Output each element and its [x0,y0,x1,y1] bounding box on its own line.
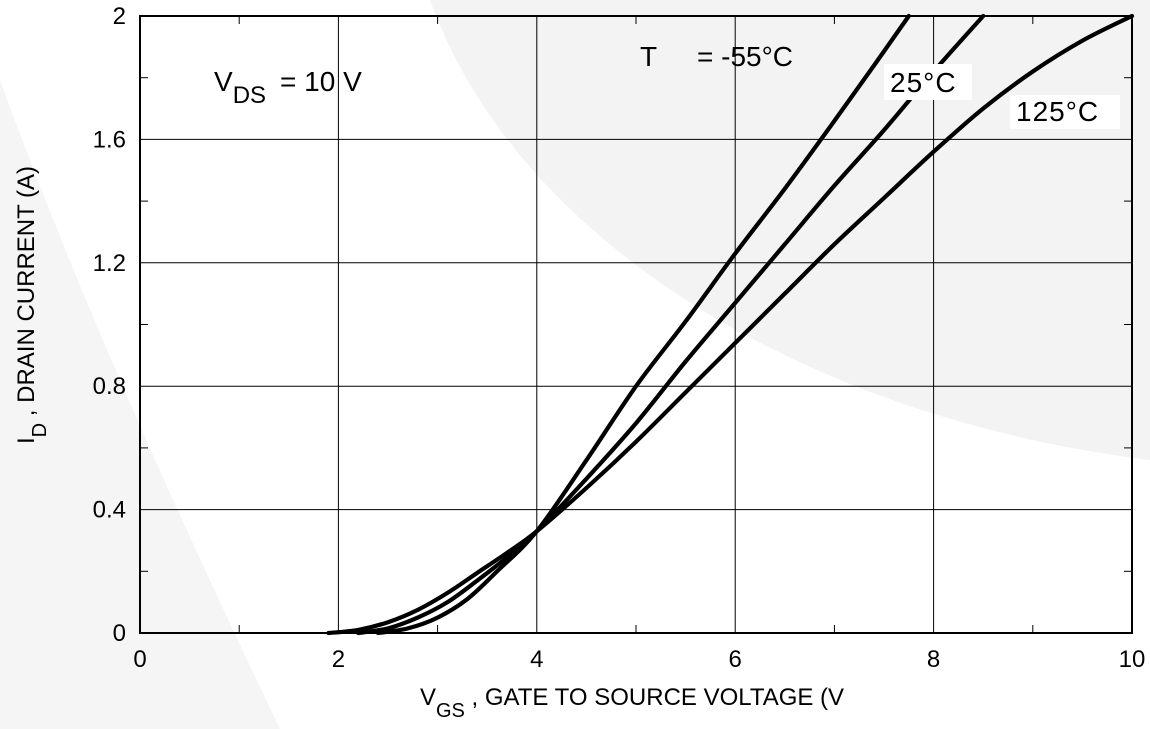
label-25c-background [884,64,972,100]
plot-frame [139,15,1133,634]
temperature-prefix: T [640,41,657,72]
curves [326,13,1135,636]
y-tick-label: 0.4 [93,497,126,524]
temperature-value: = -55°C [697,41,793,72]
vds-sub: DS [233,82,266,109]
x-tick-labels: 0 2 4 6 8 10 [133,646,1145,673]
x-tick-label: 8 [927,646,940,673]
y-tick-label: 1.2 [93,250,126,277]
vds-main: V [214,66,233,97]
vds-annotation: VDS = 10 V [214,66,362,109]
x-tick-label: 4 [530,646,543,673]
y-tick-label: 0.8 [93,373,126,400]
series-line-55c [375,13,911,636]
x-axis-title: VGS , GATE TO SOURCE VOLTAGE (V [420,684,844,722]
y-tick-label: 1.6 [93,126,126,153]
x-tick-label: 6 [729,646,742,673]
series-line-25c [356,13,986,636]
vds-rest: = 10 V [280,66,362,97]
label-125c-background [1010,95,1120,129]
x-axis-title-rest: , GATE TO SOURCE VOLTAGE (V [465,684,844,711]
x-tick-label: 0 [133,646,146,673]
curve-label-25c: 25°C [890,67,957,98]
y-axis-title-sub: D [29,423,51,437]
x-axis-title-main: V [420,684,436,711]
x-tick-label: 2 [332,646,345,673]
series-line-125c [326,13,1135,636]
y-tick-labels: 0 0.4 0.8 1.2 1.6 2 [93,3,126,647]
x-axis-title-sub: GS [436,700,465,722]
minor-ticks [140,16,1132,633]
y-tick-label: 0 [113,620,126,647]
y-axis-title-main: I [13,437,40,444]
y-axis-title: ID , DRAIN CURRENT (A) [13,166,51,444]
y-tick-label: 2 [113,3,126,30]
x-tick-label: 10 [1119,646,1146,673]
curve-label-125c: 125°C [1016,96,1099,127]
y-axis-title-rest: , DRAIN CURRENT (A) [13,166,40,423]
grid [140,16,1132,633]
